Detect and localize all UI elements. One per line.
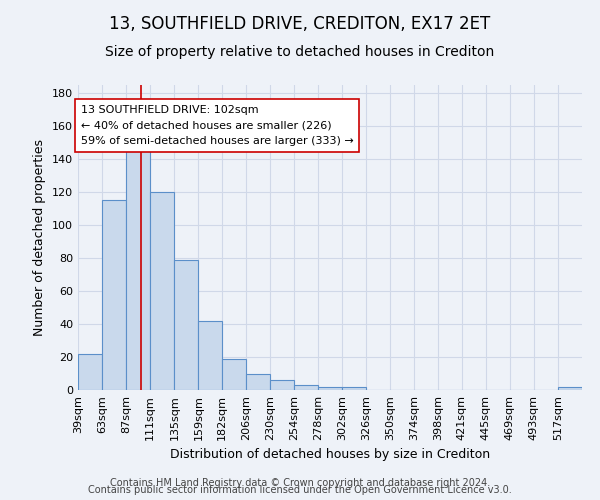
Bar (294, 385, 318, 390)
Bar (199, 321, 221, 390)
X-axis label: Distribution of detached houses by size in Crediton: Distribution of detached houses by size … (170, 448, 490, 462)
Bar (221, 358, 245, 390)
Bar (78, 354, 102, 390)
Text: Contains HM Land Registry data © Crown copyright and database right 2024.: Contains HM Land Registry data © Crown c… (110, 478, 490, 488)
Bar (245, 374, 270, 390)
Text: 13, SOUTHFIELD DRIVE, CREDITON, EX17 2ET: 13, SOUTHFIELD DRIVE, CREDITON, EX17 2ET (109, 15, 491, 33)
Bar (318, 386, 342, 390)
Bar (126, 148, 150, 390)
Bar (102, 200, 126, 390)
Bar (175, 260, 199, 390)
Bar (558, 386, 582, 390)
Bar (150, 192, 175, 390)
Y-axis label: Number of detached properties: Number of detached properties (34, 139, 46, 336)
Text: 13 SOUTHFIELD DRIVE: 102sqm
← 40% of detached houses are smaller (226)
59% of se: 13 SOUTHFIELD DRIVE: 102sqm ← 40% of det… (81, 105, 354, 146)
Text: Contains public sector information licensed under the Open Government Licence v3: Contains public sector information licen… (88, 485, 512, 495)
Bar (342, 386, 366, 390)
Bar (270, 380, 294, 390)
Text: Size of property relative to detached houses in Crediton: Size of property relative to detached ho… (106, 45, 494, 59)
